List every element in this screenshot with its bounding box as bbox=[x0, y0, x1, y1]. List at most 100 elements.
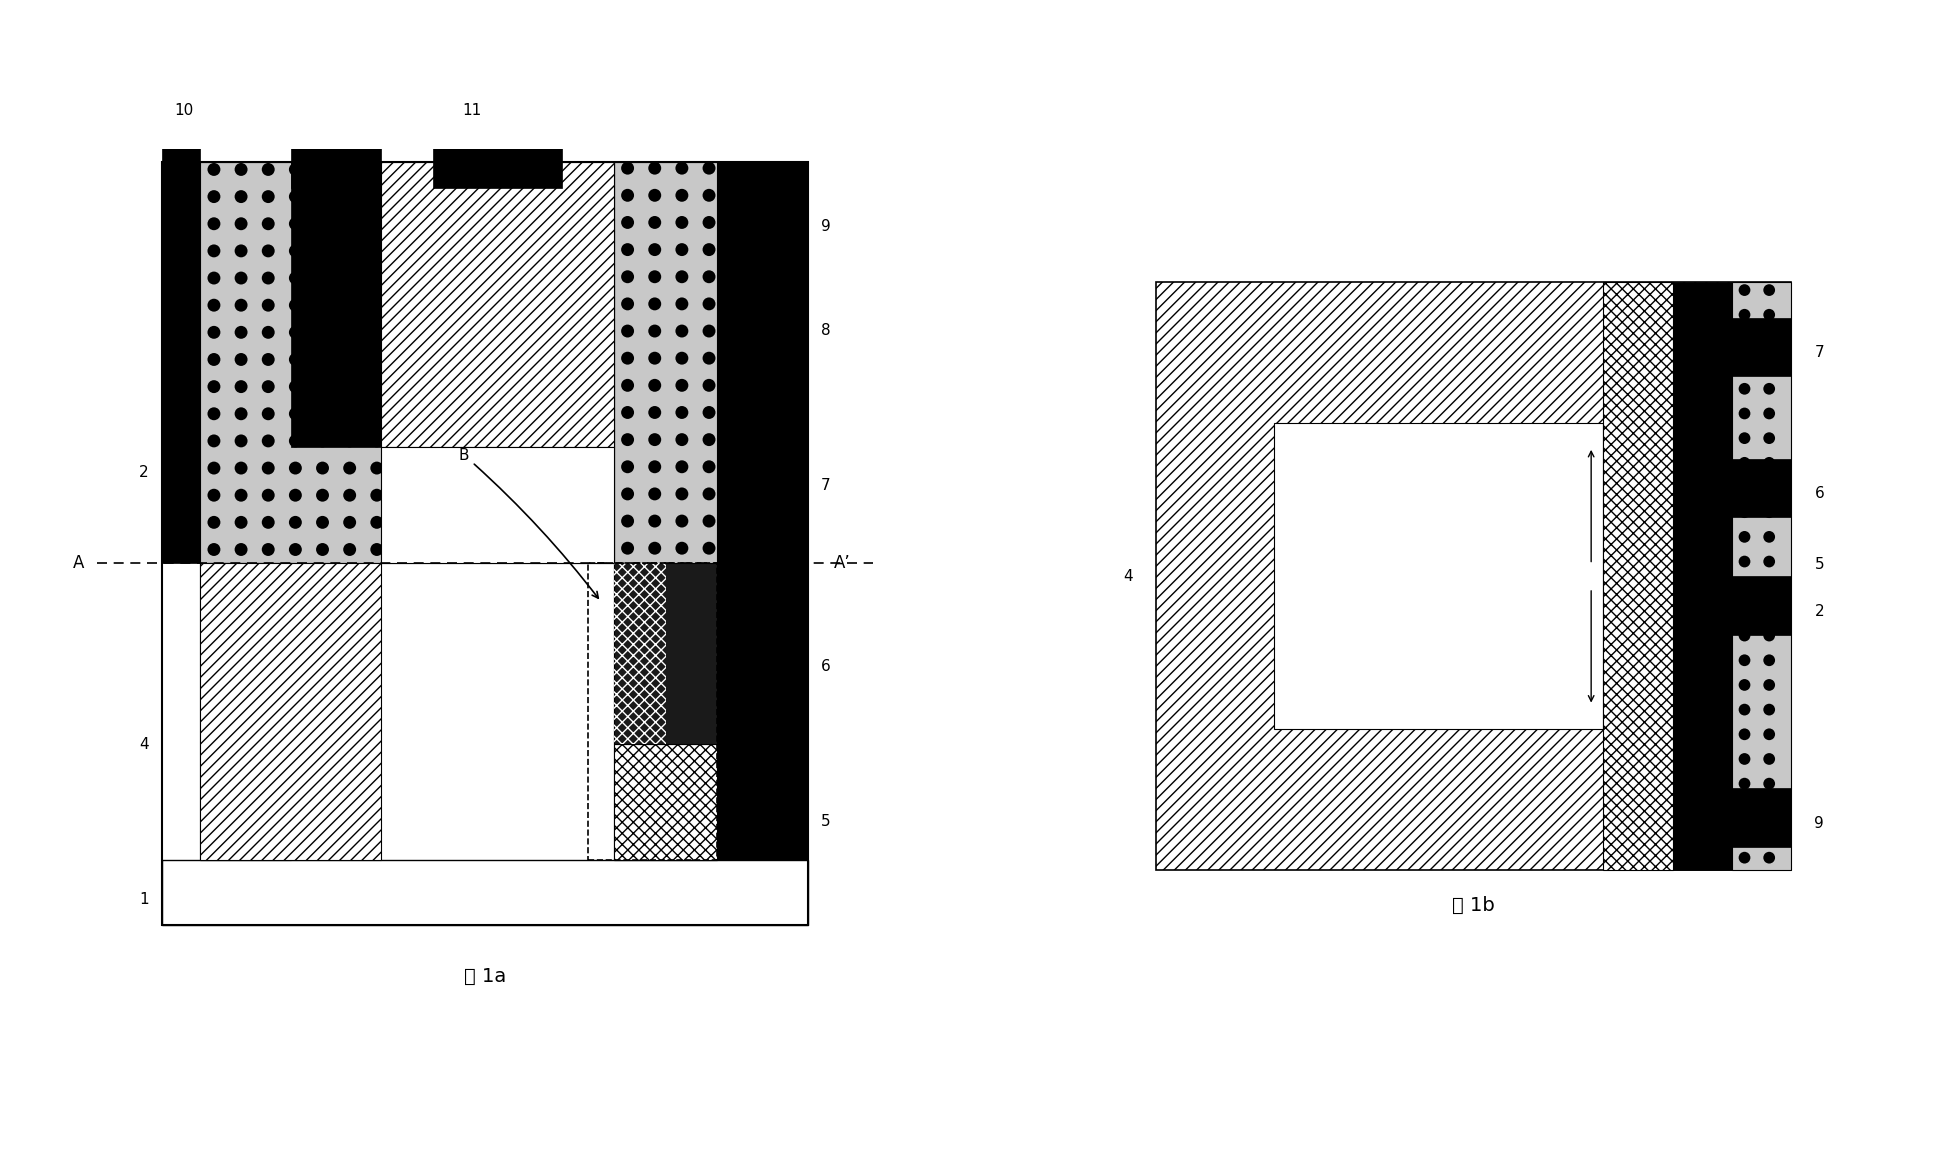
Circle shape bbox=[648, 243, 661, 256]
Circle shape bbox=[207, 408, 221, 420]
Circle shape bbox=[1763, 753, 1774, 765]
Circle shape bbox=[316, 326, 330, 339]
Text: 1: 1 bbox=[140, 892, 149, 907]
Bar bbox=[161, 162, 809, 925]
Circle shape bbox=[533, 462, 547, 475]
Circle shape bbox=[1763, 408, 1774, 419]
Text: A’: A’ bbox=[834, 554, 851, 573]
Circle shape bbox=[289, 218, 302, 230]
Circle shape bbox=[588, 162, 601, 176]
Circle shape bbox=[675, 379, 688, 392]
Circle shape bbox=[702, 325, 715, 338]
Circle shape bbox=[235, 705, 248, 718]
Circle shape bbox=[702, 433, 715, 446]
Circle shape bbox=[262, 353, 275, 366]
Circle shape bbox=[675, 840, 688, 854]
Circle shape bbox=[702, 759, 715, 772]
Circle shape bbox=[235, 516, 248, 529]
Circle shape bbox=[588, 190, 601, 203]
Circle shape bbox=[235, 462, 248, 475]
Circle shape bbox=[262, 244, 275, 257]
Circle shape bbox=[425, 298, 438, 312]
Circle shape bbox=[506, 244, 520, 257]
Text: 6: 6 bbox=[1815, 486, 1825, 501]
Circle shape bbox=[533, 326, 547, 339]
Circle shape bbox=[620, 325, 634, 338]
Circle shape bbox=[452, 326, 465, 339]
Circle shape bbox=[588, 462, 601, 475]
Circle shape bbox=[235, 677, 248, 690]
Circle shape bbox=[316, 380, 330, 393]
Circle shape bbox=[235, 298, 248, 312]
Circle shape bbox=[235, 488, 248, 501]
Circle shape bbox=[235, 434, 248, 447]
Circle shape bbox=[235, 326, 248, 339]
Circle shape bbox=[1739, 382, 1751, 395]
Circle shape bbox=[620, 677, 634, 690]
Circle shape bbox=[560, 462, 574, 475]
Circle shape bbox=[316, 298, 330, 312]
Circle shape bbox=[560, 162, 574, 176]
Circle shape bbox=[1763, 654, 1774, 666]
Bar bbox=[200, 162, 615, 563]
Circle shape bbox=[207, 596, 221, 609]
Circle shape bbox=[425, 516, 438, 529]
Circle shape bbox=[397, 218, 411, 230]
Bar bbox=[200, 563, 291, 861]
Circle shape bbox=[620, 379, 634, 392]
Circle shape bbox=[289, 244, 302, 257]
Circle shape bbox=[397, 298, 411, 312]
Circle shape bbox=[620, 759, 634, 772]
Circle shape bbox=[648, 215, 661, 229]
Circle shape bbox=[452, 272, 465, 285]
Circle shape bbox=[262, 434, 275, 447]
Circle shape bbox=[262, 840, 275, 854]
Circle shape bbox=[1739, 803, 1751, 814]
Text: 11: 11 bbox=[461, 104, 481, 119]
Circle shape bbox=[479, 543, 493, 556]
Circle shape bbox=[1739, 555, 1751, 568]
Circle shape bbox=[560, 516, 574, 529]
Circle shape bbox=[1739, 531, 1751, 543]
Circle shape bbox=[479, 218, 493, 230]
Circle shape bbox=[506, 408, 520, 420]
Circle shape bbox=[648, 271, 661, 283]
Circle shape bbox=[648, 623, 661, 636]
Circle shape bbox=[397, 162, 411, 176]
Circle shape bbox=[620, 461, 634, 473]
Circle shape bbox=[289, 434, 302, 447]
Circle shape bbox=[343, 298, 357, 312]
Circle shape bbox=[425, 380, 438, 393]
Circle shape bbox=[207, 380, 221, 393]
Circle shape bbox=[370, 462, 384, 475]
Circle shape bbox=[620, 569, 634, 582]
Circle shape bbox=[262, 218, 275, 230]
Circle shape bbox=[506, 488, 520, 501]
Circle shape bbox=[316, 272, 330, 285]
Circle shape bbox=[560, 380, 574, 393]
Circle shape bbox=[1739, 581, 1751, 592]
Circle shape bbox=[235, 353, 248, 366]
Bar bbox=[161, 861, 809, 925]
Circle shape bbox=[289, 353, 302, 366]
Circle shape bbox=[207, 813, 221, 826]
Circle shape bbox=[620, 161, 634, 175]
Circle shape bbox=[533, 298, 547, 312]
Circle shape bbox=[316, 190, 330, 203]
Text: 9: 9 bbox=[820, 220, 830, 235]
Circle shape bbox=[648, 705, 661, 718]
Circle shape bbox=[588, 298, 601, 312]
Circle shape bbox=[506, 380, 520, 393]
Circle shape bbox=[452, 353, 465, 366]
Bar bbox=[382, 162, 615, 447]
Circle shape bbox=[675, 596, 688, 609]
Circle shape bbox=[262, 543, 275, 556]
Circle shape bbox=[370, 516, 384, 529]
Circle shape bbox=[262, 162, 275, 176]
Circle shape bbox=[479, 462, 493, 475]
Circle shape bbox=[675, 243, 688, 256]
Circle shape bbox=[1763, 482, 1774, 493]
Circle shape bbox=[425, 543, 438, 556]
Circle shape bbox=[207, 190, 221, 203]
Circle shape bbox=[675, 189, 688, 202]
